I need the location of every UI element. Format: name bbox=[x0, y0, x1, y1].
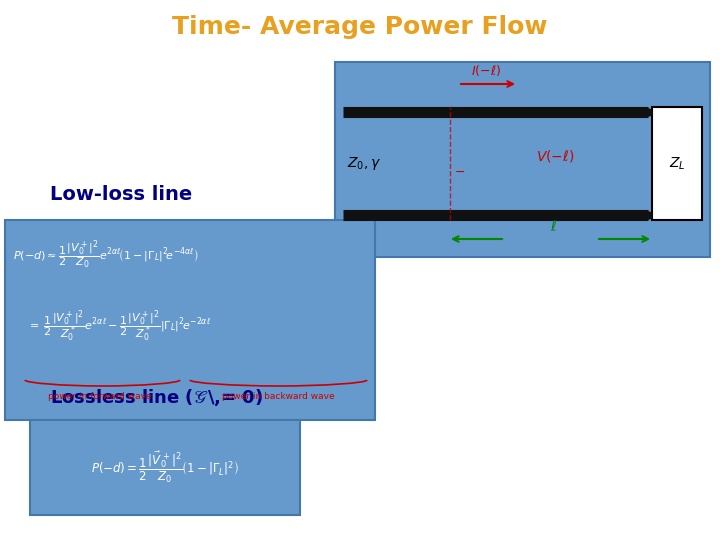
Text: $V(-\ell)$: $V(-\ell)$ bbox=[536, 147, 575, 164]
Text: $P(-d)\approx\dfrac{1}{2}\dfrac{|V_0^+|^2}{Z_0}e^{2\alpha\ell}\!\left(1-|\Gamma_: $P(-d)\approx\dfrac{1}{2}\dfrac{|V_0^+|^… bbox=[13, 238, 199, 271]
Text: $P(-d)=\dfrac{1}{2}\dfrac{|\vec{V}_0^{\,+}|^2}{Z_0}\!\left(1-|\Gamma_L|^2\right): $P(-d)=\dfrac{1}{2}\dfrac{|\vec{V}_0^{\,… bbox=[91, 450, 239, 485]
Text: $I(-\ell)$: $I(-\ell)$ bbox=[471, 63, 501, 78]
Text: $=\;\dfrac{1}{2}\dfrac{|V_0^+|^2}{Z_0^*}e^{2\alpha\ell}-\dfrac{1}{2}\dfrac{|V_0^: $=\;\dfrac{1}{2}\dfrac{|V_0^+|^2}{Z_0^*}… bbox=[27, 308, 211, 344]
Text: Lossless line ($\mathscr{G}$\,= 0): Lossless line ($\mathscr{G}$\,= 0) bbox=[50, 388, 263, 408]
Bar bbox=[5, 220, 375, 420]
Bar bbox=[335, 62, 710, 257]
Text: Low-loss line: Low-loss line bbox=[50, 186, 192, 205]
Text: $Z_0, \gamma$: $Z_0, \gamma$ bbox=[347, 155, 382, 172]
Text: power in forward wave: power in forward wave bbox=[48, 392, 152, 401]
Text: Time- Average Power Flow: Time- Average Power Flow bbox=[172, 15, 548, 39]
Bar bbox=[30, 420, 300, 515]
Text: power in backward wave: power in backward wave bbox=[222, 392, 334, 401]
Bar bbox=[652, 107, 702, 220]
Text: $-$: $-$ bbox=[454, 165, 465, 178]
Text: $Z_L$: $Z_L$ bbox=[669, 156, 685, 172]
Text: $\ell$: $\ell$ bbox=[551, 219, 557, 234]
